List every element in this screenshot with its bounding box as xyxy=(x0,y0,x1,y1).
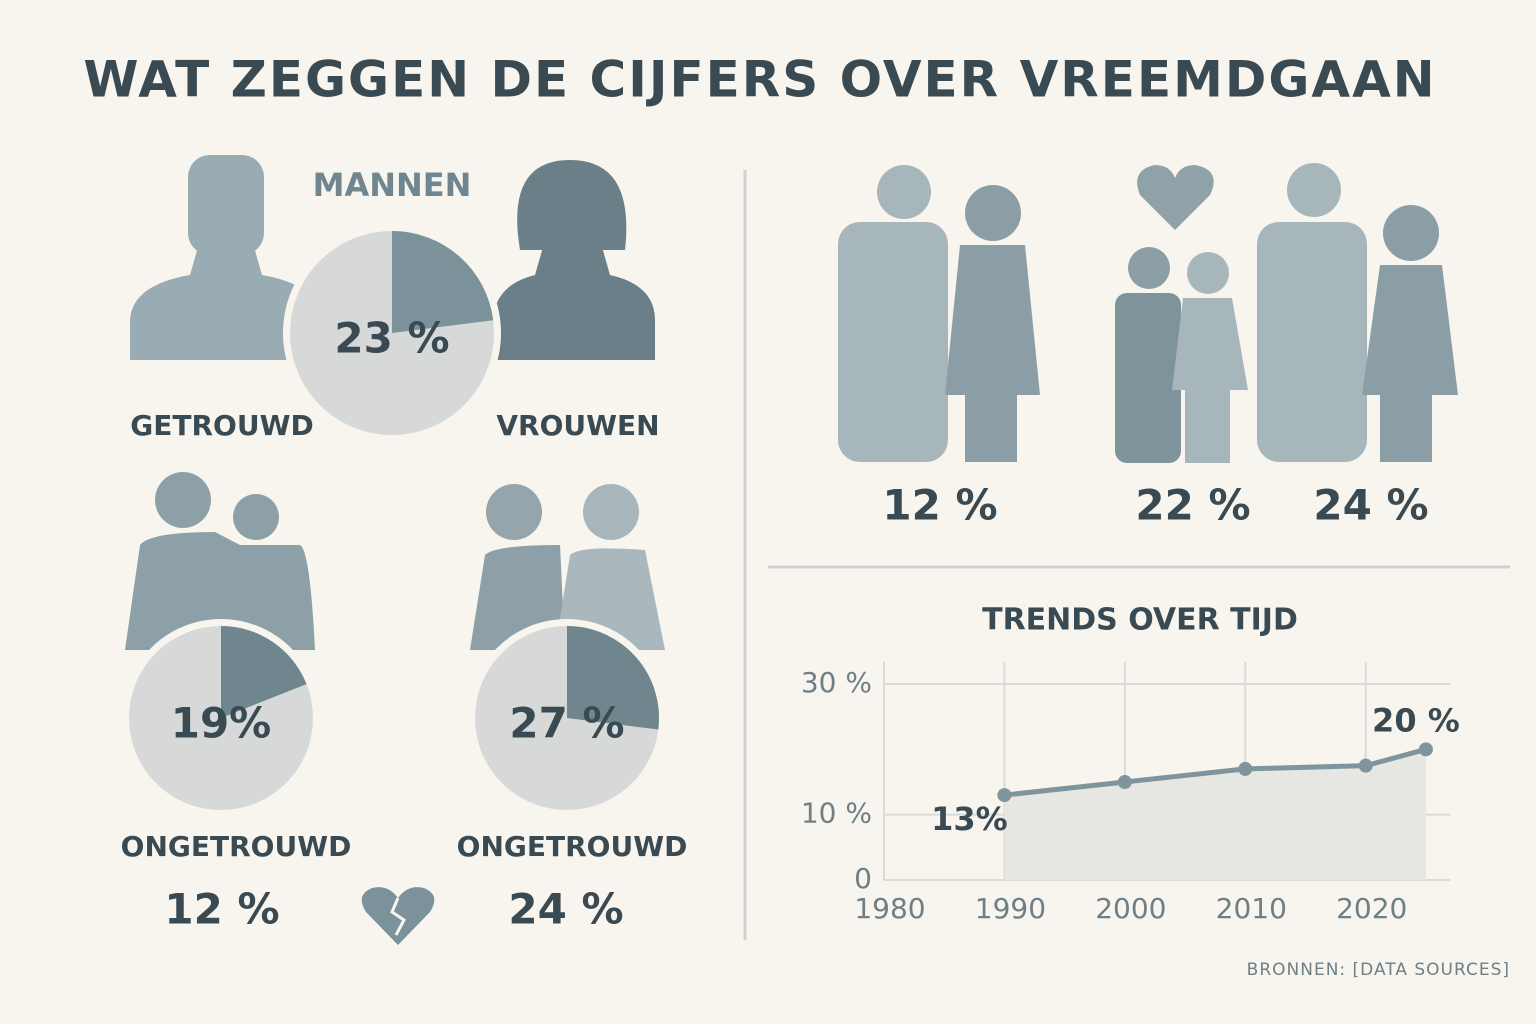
pie-label: 23 % xyxy=(334,314,449,363)
area xyxy=(1004,749,1426,880)
pie-slice xyxy=(392,231,494,333)
total: 24 % xyxy=(508,885,623,934)
y-tick-label: 30 % xyxy=(801,666,872,699)
title: WAT ZEGGEN DE CIJFERS OVER VREEMDGAAN xyxy=(83,51,1436,109)
label: ONGETROUWD xyxy=(121,830,352,863)
x-tick-label: 1990 xyxy=(975,892,1046,925)
pie-label: 19% xyxy=(171,699,272,748)
figure-value: 12 % xyxy=(882,481,997,530)
y-tick-label: 0 xyxy=(854,862,872,895)
pie-slice xyxy=(221,626,307,718)
man-icon xyxy=(130,155,320,360)
point xyxy=(997,788,1012,803)
x-tick-label: 2020 xyxy=(1336,892,1407,925)
couple-icon xyxy=(125,472,665,650)
woman-icon xyxy=(493,160,655,360)
point xyxy=(1238,761,1253,776)
label: MANNEN xyxy=(313,166,472,204)
label: GETROUWD xyxy=(130,409,313,442)
point xyxy=(1358,758,1373,773)
total: 12 % xyxy=(164,885,279,934)
x-tick-label: 2010 xyxy=(1216,892,1287,925)
family-icon xyxy=(838,163,1458,463)
heart-crack xyxy=(390,897,406,936)
figure-value: 24 % xyxy=(1313,481,1428,530)
source: BRONNEN: [DATA SOURCES] xyxy=(1247,960,1510,980)
chart-title: TRENDS OVER TIJD xyxy=(982,603,1298,638)
y-tick-label: 10 % xyxy=(801,797,872,830)
figure-value: 22 % xyxy=(1135,481,1250,530)
value-label: 13% xyxy=(931,800,1008,838)
point xyxy=(1117,775,1132,789)
pie-slice xyxy=(567,626,659,730)
x-tick-label: 1980 xyxy=(854,892,925,925)
point xyxy=(1418,742,1433,757)
x-tick-label: 2000 xyxy=(1095,892,1166,925)
label: ONGETROUWD xyxy=(457,830,688,863)
value-label: 20 % xyxy=(1372,701,1460,739)
label: VROUWEN xyxy=(496,409,659,442)
pie-label: 27 % xyxy=(509,699,624,748)
